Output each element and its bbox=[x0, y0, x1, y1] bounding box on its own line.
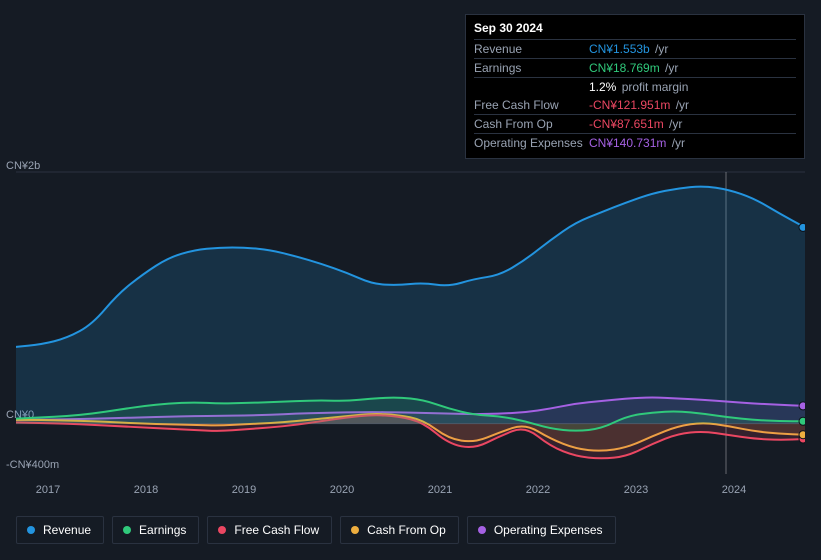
tooltip-row: 1.2% profit margin bbox=[474, 77, 796, 96]
x-tick-label: 2021 bbox=[428, 484, 452, 496]
tooltip-row: Free Cash Flow-CN¥121.951m /yr bbox=[474, 96, 796, 114]
chart-area[interactable] bbox=[16, 158, 805, 498]
tooltip-date: Sep 30 2024 bbox=[474, 21, 796, 39]
legend-dot-icon bbox=[351, 526, 359, 534]
x-tick-label: 2018 bbox=[134, 484, 158, 496]
legend-dot-icon bbox=[27, 526, 35, 534]
tooltip-label: Cash From Op bbox=[474, 117, 589, 131]
tooltip-unit: /yr bbox=[672, 98, 689, 112]
tooltip-label: Revenue bbox=[474, 42, 589, 56]
tooltip-row: Operating ExpensesCN¥140.731m /yr bbox=[474, 133, 796, 152]
tooltip-label bbox=[474, 80, 589, 94]
legend-item-opex[interactable]: Operating Expenses bbox=[467, 516, 616, 544]
tooltip-value: CN¥140.731m bbox=[589, 136, 666, 150]
tooltip-unit: /yr bbox=[668, 136, 685, 150]
legend: Revenue Earnings Free Cash Flow Cash From O… bbox=[16, 516, 616, 544]
data-tooltip: Sep 30 2024 RevenueCN¥1.553b /yrEarnings… bbox=[465, 14, 805, 159]
legend-item-freeCashFlow[interactable]: Free Cash Flow bbox=[207, 516, 332, 544]
x-tick-label: 2020 bbox=[330, 484, 354, 496]
legend-dot-icon bbox=[218, 526, 226, 534]
tooltip-label: Free Cash Flow bbox=[474, 98, 589, 112]
tooltip-row: EarningsCN¥18.769m /yr bbox=[474, 58, 796, 77]
legend-dot-icon bbox=[478, 526, 486, 534]
x-tick-label: 2017 bbox=[36, 484, 60, 496]
tooltip-unit: /yr bbox=[662, 61, 679, 75]
legend-dot-icon bbox=[123, 526, 131, 534]
legend-label: Earnings bbox=[139, 523, 186, 537]
tooltip-value: CN¥1.553b bbox=[589, 42, 650, 56]
legend-label: Cash From Op bbox=[367, 523, 446, 537]
legend-item-cashFromOp[interactable]: Cash From Op bbox=[340, 516, 459, 544]
x-tick-label: 2023 bbox=[624, 484, 648, 496]
legend-label: Revenue bbox=[43, 523, 91, 537]
tooltip-value: -CN¥87.651m bbox=[589, 117, 664, 131]
x-tick-label: 2022 bbox=[526, 484, 550, 496]
tooltip-unit: /yr bbox=[666, 117, 683, 131]
legend-item-revenue[interactable]: Revenue bbox=[16, 516, 104, 544]
tooltip-unit: /yr bbox=[652, 42, 669, 56]
x-tick-label: 2019 bbox=[232, 484, 256, 496]
tooltip-label: Earnings bbox=[474, 61, 589, 75]
legend-label: Free Cash Flow bbox=[234, 523, 319, 537]
tooltip-value: -CN¥121.951m bbox=[589, 98, 670, 112]
tooltip-row: RevenueCN¥1.553b /yr bbox=[474, 39, 796, 58]
legend-label: Operating Expenses bbox=[494, 523, 603, 537]
legend-item-earnings[interactable]: Earnings bbox=[112, 516, 199, 544]
tooltip-value: CN¥18.769m bbox=[589, 61, 660, 75]
tooltip-row: Cash From Op-CN¥87.651m /yr bbox=[474, 114, 796, 133]
tooltip-value: 1.2% bbox=[589, 80, 616, 94]
x-axis: 2017 2018 2019 2020 2021 2022 2023 2024 bbox=[16, 484, 805, 500]
tooltip-note: profit margin bbox=[618, 80, 688, 94]
x-tick-label: 2024 bbox=[722, 484, 746, 496]
tooltip-label: Operating Expenses bbox=[474, 136, 589, 150]
